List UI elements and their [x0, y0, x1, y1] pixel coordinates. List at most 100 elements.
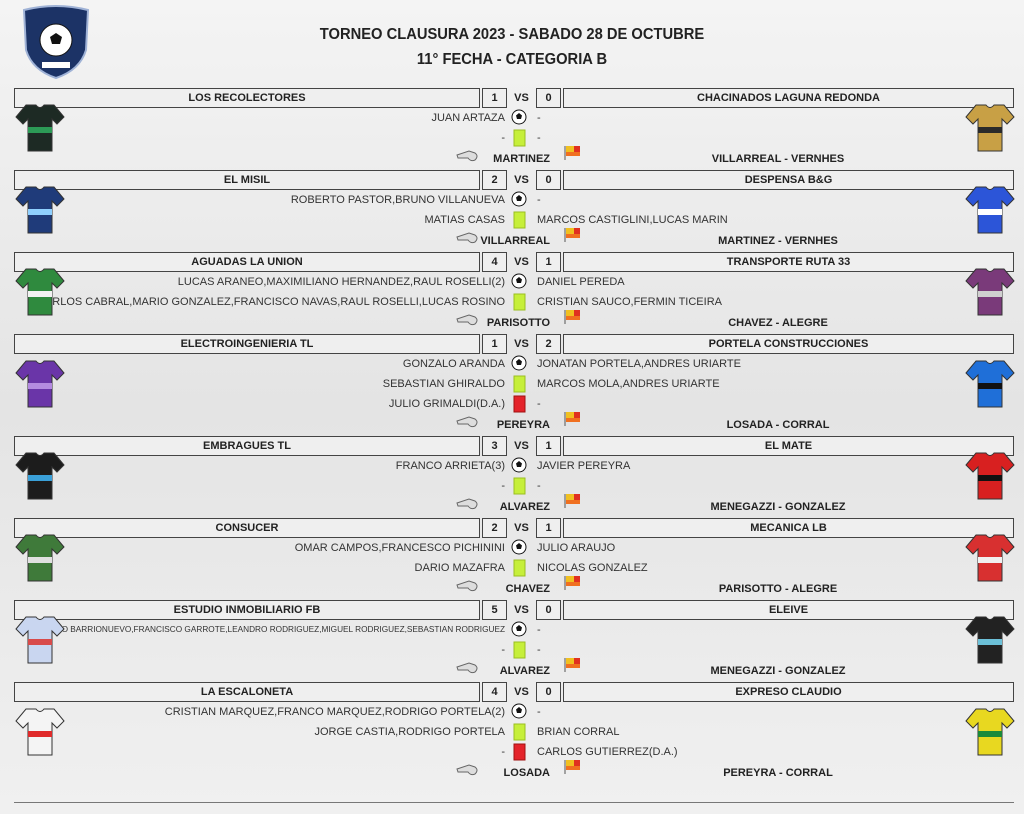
flag-icon: [562, 656, 582, 679]
away-goals: JAVIER PEREYRA: [537, 460, 631, 472]
home-shirt: [14, 185, 66, 240]
home-shirt-graphic: [15, 268, 65, 316]
yellow-icon-graphic: [513, 293, 526, 311]
yellow-icon: [511, 641, 528, 664]
whistle-icon-graphic: [456, 150, 478, 162]
yellow-icon-graphic: [513, 129, 526, 147]
home-goals: FRANCO ARRIETA(3): [395, 460, 505, 472]
away-shirt-graphic: [965, 708, 1015, 756]
away-shirt-graphic: [965, 268, 1015, 316]
whistle-icon: [455, 146, 481, 169]
assistants: LOSADA - CORRAL: [726, 419, 830, 431]
away-team: TRANSPORTE RUTA 33: [563, 252, 1014, 272]
vs-label: VS: [514, 604, 529, 616]
home-shirt: [14, 359, 66, 414]
yellow-icon-graphic: [513, 211, 526, 229]
away-shirt: [964, 359, 1016, 414]
whistle-icon: [455, 494, 481, 517]
home-yellow: SEBASTIAN GHIRALDO: [382, 378, 505, 390]
away-shirt-graphic: [965, 360, 1015, 408]
away-goals: -: [537, 624, 541, 636]
assistants: PEREYRA - CORRAL: [723, 767, 833, 779]
away-score: 0: [536, 600, 561, 620]
away-team: ELEIVE: [563, 600, 1014, 620]
goals-icon-graphic: [511, 621, 527, 637]
away-goals: -: [537, 706, 541, 718]
away-score: 1: [536, 518, 561, 538]
away-goals: JONATAN PORTELA,ANDRES URIARTE: [537, 358, 741, 370]
flag-icon-graphic: [564, 760, 580, 774]
yellow-icon-graphic: [513, 477, 526, 495]
home-yellow: CARLOS CABRAL,MARIO GONZALEZ,FRANCISCO N…: [36, 296, 505, 308]
vs-label: VS: [514, 174, 529, 186]
vs-label: VS: [514, 338, 529, 350]
referee: PARISOTTO: [486, 317, 550, 329]
away-red: CARLOS GUTIERREZ(D.A.): [537, 746, 678, 758]
away-team: EXPRESO CLAUDIO: [563, 682, 1014, 702]
home-team: AGUADAS LA UNION: [14, 252, 480, 272]
away-score: 0: [536, 682, 561, 702]
yellow-icon: [511, 375, 528, 398]
red-icon: [511, 743, 528, 766]
goals-icon: [511, 539, 528, 562]
whistle-icon-graphic: [456, 232, 478, 244]
whistle-icon: [455, 576, 481, 599]
home-shirt: [14, 451, 66, 506]
flag-icon: [562, 226, 582, 249]
home-shirt-graphic: [15, 708, 65, 756]
flag-icon-graphic: [564, 658, 580, 672]
home-goals: FRANCO BARRIONUEVO,FRANCISCO GARROTE,LEA…: [33, 625, 505, 634]
referee: ALVAREZ: [499, 501, 550, 513]
goals-icon: [511, 621, 528, 644]
home-team: ELECTROINGENIERIA TL: [14, 334, 480, 354]
goals-icon-graphic: [511, 457, 527, 473]
home-shirt-graphic: [15, 452, 65, 500]
home-team: EMBRAGUES TL: [14, 436, 480, 456]
vs-label: VS: [514, 686, 529, 698]
bottom-rule: [14, 802, 1014, 803]
home-score: 1: [482, 88, 507, 108]
assistants: PARISOTTO - ALEGRE: [718, 583, 838, 595]
whistle-icon: [455, 760, 481, 783]
home-shirt: [14, 615, 66, 670]
flag-icon-graphic: [564, 228, 580, 242]
away-goals: JULIO ARAUJO: [537, 542, 616, 554]
home-score: 2: [482, 170, 507, 190]
home-shirt: [14, 103, 66, 158]
home-shirt-graphic: [15, 104, 65, 152]
assistants: MARTINEZ - VERNHES: [718, 235, 838, 247]
home-score: 5: [482, 600, 507, 620]
title: TORNEO CLAUSURA 2023 - SABADO 28 DE OCTU…: [319, 26, 705, 43]
away-team: CHACINADOS LAGUNA REDONDA: [563, 88, 1014, 108]
referee: MARTINEZ: [493, 153, 550, 165]
flag-icon: [562, 308, 582, 331]
away-score: 2: [536, 334, 561, 354]
away-shirt: [964, 533, 1016, 588]
home-shirt: [14, 533, 66, 588]
away-yellow: -: [537, 132, 541, 144]
home-team: CONSUCER: [14, 518, 480, 538]
flag-icon: [562, 758, 582, 781]
home-yellow: JORGE CASTIA,RODRIGO PORTELA: [314, 726, 506, 738]
goals-icon: [511, 273, 528, 296]
away-shirt: [964, 707, 1016, 762]
home-goals: GONZALO ARANDA: [402, 358, 505, 370]
home-goals: ROBERTO PASTOR,BRUNO VILLANUEVA: [290, 194, 505, 206]
vs-label: VS: [514, 522, 529, 534]
away-yellow: -: [537, 644, 541, 656]
yellow-icon-graphic: [513, 375, 526, 393]
home-red: JULIO GRIMALDI(D.A.): [388, 398, 505, 410]
away-team: PORTELA CONSTRUCCIONES: [563, 334, 1014, 354]
flag-icon-graphic: [564, 310, 580, 324]
referee: PEREYRA: [496, 419, 550, 431]
club-logo: [22, 5, 90, 80]
goals-icon: [511, 109, 528, 132]
home-yellow: DARIO MAZAFRA: [414, 562, 505, 574]
subtitle: 11° FECHA - CATEGORIA B: [416, 51, 608, 68]
home-red: -: [501, 746, 505, 758]
home-team: LA ESCALONETA: [14, 682, 480, 702]
flag-icon-graphic: [564, 576, 580, 590]
goals-icon: [511, 703, 528, 726]
home-shirt: [14, 267, 66, 322]
